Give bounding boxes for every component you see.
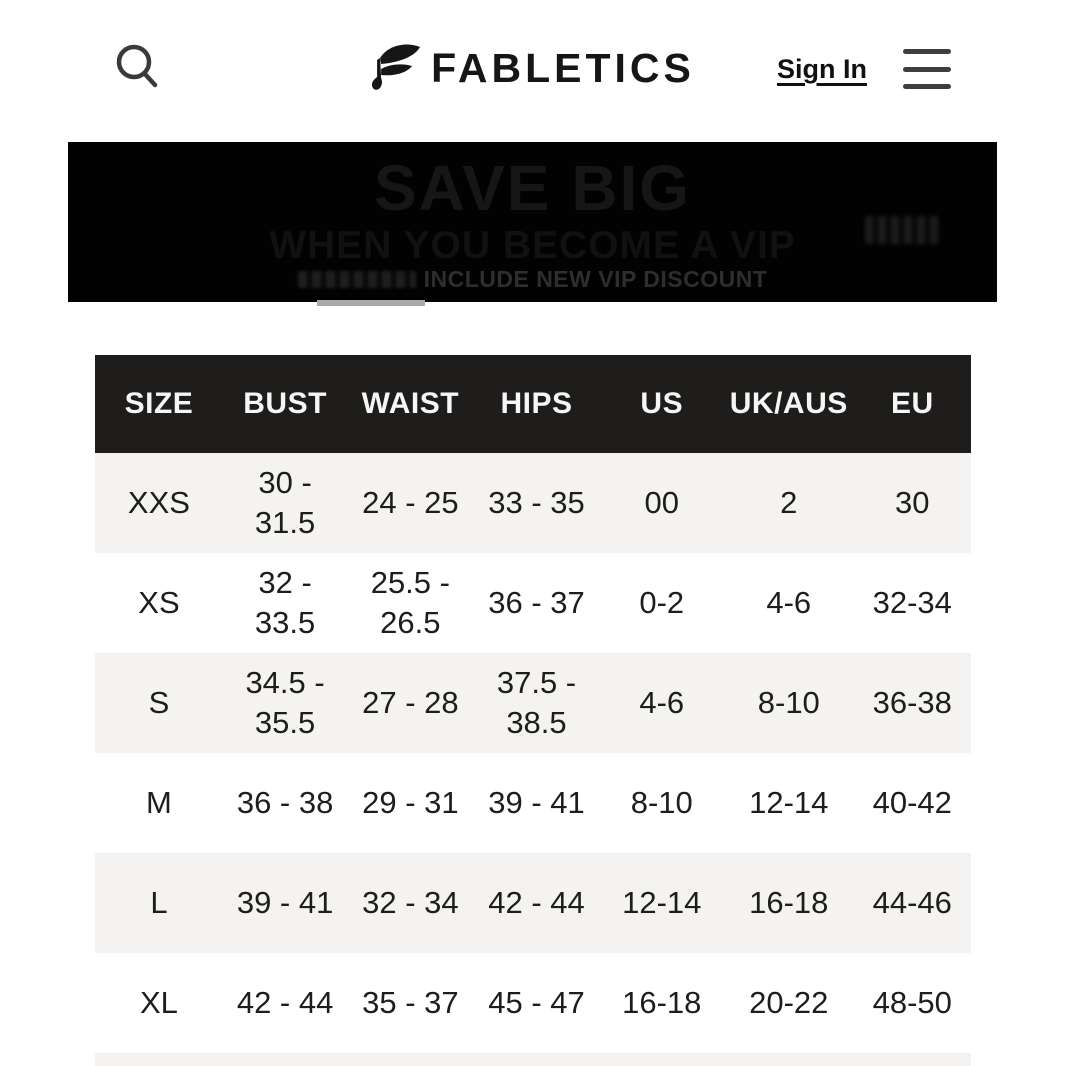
banner-subline: WHEN YOU BECOME A VIP bbox=[269, 224, 796, 267]
cell-bust: 34.5 - 35.5 bbox=[245, 665, 325, 740]
cell-hips: 33 - 35 bbox=[488, 485, 585, 520]
cell-us: 8-10 bbox=[630, 785, 693, 820]
column-header-bust: BUST bbox=[243, 387, 327, 420]
cell-waist: 35 - 37 bbox=[362, 985, 459, 1020]
cell-waist: 27 - 28 bbox=[362, 685, 459, 720]
column-header-us: US bbox=[640, 387, 684, 420]
cell-hips: 42 - 44 bbox=[488, 885, 585, 920]
cell-ukaus: 12-14 bbox=[749, 785, 829, 820]
cell-hips: 36 - 37 bbox=[488, 585, 585, 620]
sign-in-link[interactable]: Sign In bbox=[777, 54, 867, 84]
cell-waist: 29 - 31 bbox=[362, 785, 459, 820]
cell-waist: 25.5 - 26.5 bbox=[370, 565, 450, 640]
banner-fineprint-text: INCLUDE NEW VIP DISCOUNT bbox=[423, 266, 768, 292]
column-header-hips: HIPS bbox=[500, 387, 573, 420]
table-row-xxs: XXS 30 - 31.5 24 - 25 33 - 35 00 2 30 bbox=[95, 453, 971, 553]
cell-us: 16-18 bbox=[622, 985, 702, 1020]
cell-us: 0-2 bbox=[639, 585, 685, 620]
brand-wordmark: FABLETICS bbox=[431, 45, 695, 91]
cell-hips: 45 - 47 bbox=[488, 985, 585, 1020]
magnifier-glyph bbox=[116, 44, 158, 88]
banner-headline: SAVE BIG bbox=[373, 152, 692, 224]
cell-size-peek: XXL bbox=[95, 1053, 223, 1066]
cell-ukaus: 4-6 bbox=[766, 585, 812, 620]
banner-progress-indicator bbox=[317, 300, 425, 306]
cell-ukaus: 20-22 bbox=[749, 985, 829, 1020]
search-icon[interactable] bbox=[110, 40, 166, 96]
fabletics-flag-icon bbox=[371, 44, 421, 90]
cell-size: XL bbox=[139, 985, 178, 1020]
cell-ukaus: 8-10 bbox=[757, 685, 820, 720]
cell-bust: 30 - 31.5 bbox=[254, 465, 316, 540]
cell-ukaus: 2 bbox=[780, 485, 798, 520]
cell-bust: 39 - 41 bbox=[236, 885, 334, 920]
menu-icon[interactable] bbox=[903, 49, 951, 89]
column-header-waist: WAIST bbox=[361, 387, 460, 420]
table-row-xs: XS 32 - 33.5 25.5 - 26.5 36 - 37 0-2 4-6… bbox=[95, 553, 971, 653]
cell-eu: 40-42 bbox=[872, 785, 952, 820]
cell-waist: 24 - 25 bbox=[362, 485, 459, 520]
column-header-ukaus: UK/AUS bbox=[729, 387, 848, 420]
top-header: FABLETICS Sign In bbox=[0, 0, 1066, 142]
banner-side-smudge bbox=[865, 216, 939, 244]
menu-bar bbox=[903, 66, 951, 72]
cell-eu: 48-50 bbox=[872, 985, 952, 1020]
cell-eu: 36-38 bbox=[872, 685, 952, 720]
cell-waist: 32 - 34 bbox=[362, 885, 459, 920]
cell-size: M bbox=[146, 785, 172, 820]
cell-bust: 32 - 33.5 bbox=[254, 565, 316, 640]
cell-bust: 36 - 38 bbox=[236, 785, 334, 820]
table-row-xl: XL 42 - 44 35 - 37 45 - 47 16-18 20-22 4… bbox=[95, 953, 971, 1053]
cell-bust: 42 - 44 bbox=[236, 985, 334, 1020]
cell-hips: 39 - 41 bbox=[488, 785, 585, 820]
cell-eu: 32-34 bbox=[872, 585, 952, 620]
fineprint-smudge bbox=[297, 271, 416, 288]
cell-size: XXS bbox=[127, 485, 190, 520]
cell-hips: 37.5 - 38.5 bbox=[496, 665, 577, 740]
table-row-l: L 39 - 41 32 - 34 42 - 44 12-14 16-18 44… bbox=[95, 853, 971, 953]
table-row-next-partial: XXL bbox=[95, 1053, 971, 1066]
banner-fineprint: INCLUDE NEW VIP DISCOUNT bbox=[68, 268, 997, 291]
cell-eu: 30 bbox=[895, 485, 930, 520]
menu-bar bbox=[903, 84, 951, 89]
promo-banner[interactable]: SAVE BIG WHEN YOU BECOME A VIP INCLUDE N… bbox=[68, 142, 997, 302]
size-chart-table: SIZE BUST WAIST HIPS US UK/AUS EU XXS 30… bbox=[95, 355, 971, 1066]
cell-size: XS bbox=[138, 585, 180, 620]
table-row-m: M 36 - 38 29 - 31 39 - 41 8-10 12-14 40-… bbox=[95, 753, 971, 853]
cell-us: 12-14 bbox=[622, 885, 702, 920]
menu-bar bbox=[903, 49, 951, 54]
table-row-s: S 34.5 - 35.5 27 - 28 37.5 - 38.5 4-6 8-… bbox=[95, 653, 971, 753]
cell-ukaus: 16-18 bbox=[749, 885, 829, 920]
cell-size: L bbox=[150, 885, 168, 920]
cell-eu: 44-46 bbox=[872, 885, 952, 920]
table-header-row: SIZE BUST WAIST HIPS US UK/AUS EU bbox=[95, 355, 971, 453]
column-header-size: SIZE bbox=[124, 387, 194, 420]
cell-us: 00 bbox=[644, 485, 679, 520]
brand-logo[interactable]: FABLETICS bbox=[371, 42, 695, 94]
column-header-eu: EU bbox=[890, 387, 934, 420]
cell-size: S bbox=[148, 685, 170, 720]
cell-us: 4-6 bbox=[639, 685, 685, 720]
